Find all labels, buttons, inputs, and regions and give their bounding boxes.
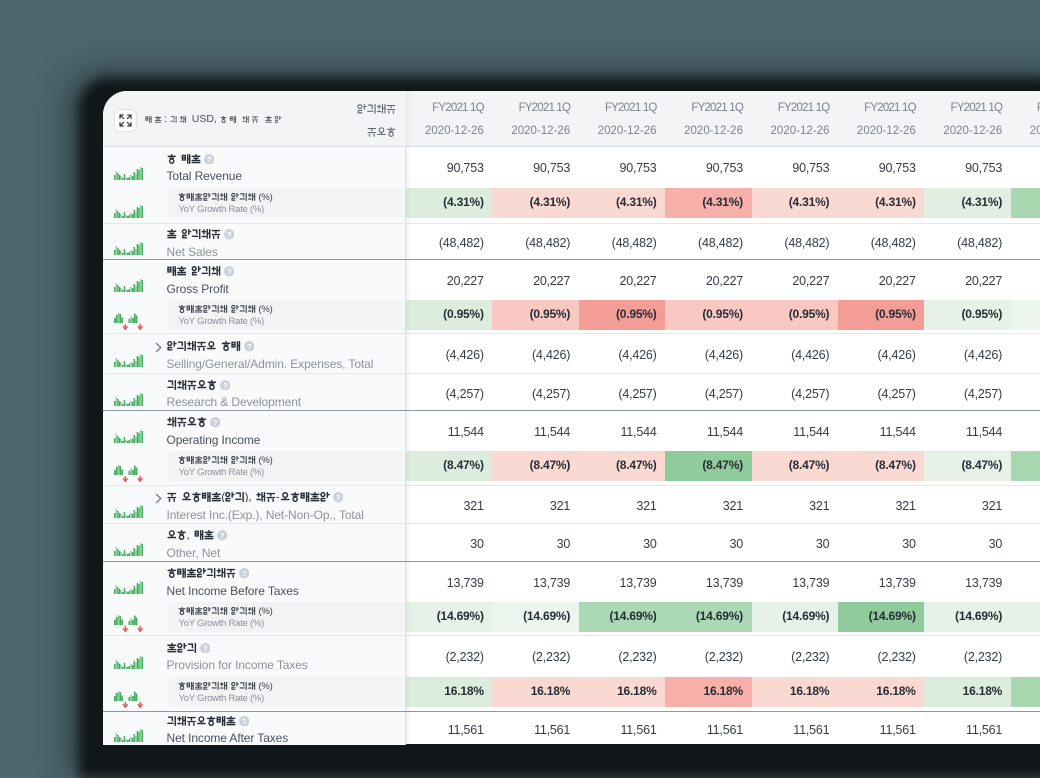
svg-text:(: (	[221, 492, 225, 502]
svg-text:?: ?	[241, 569, 246, 578]
svg-text:?: ?	[219, 531, 224, 540]
svg-text:?: ?	[202, 643, 207, 652]
svg-text:?: ?	[246, 342, 251, 351]
svg-text:?: ?	[335, 493, 340, 502]
svg-text:?: ?	[206, 154, 211, 163]
svg-text:?: ?	[241, 716, 246, 725]
svg-text:?: ?	[226, 267, 231, 276]
svg-text:?: ?	[212, 418, 217, 427]
svg-text:?: ?	[226, 230, 231, 239]
svg-text:),: ),	[244, 492, 251, 502]
svg-text:-: -	[275, 492, 279, 502]
svg-text:?: ?	[222, 380, 227, 389]
svg-text:,: ,	[186, 530, 189, 540]
